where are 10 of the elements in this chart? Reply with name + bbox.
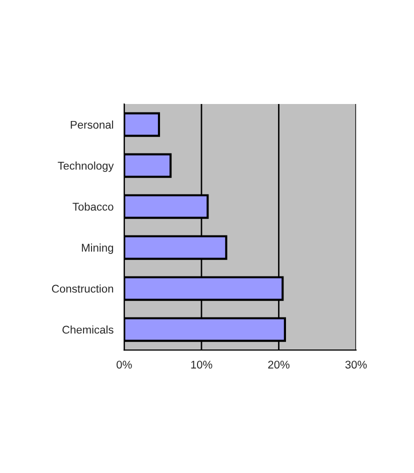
x-tick-label: 30% [345,360,367,369]
y-tick-label: Chemicals [62,325,114,334]
y-tick-label: Tobacco [72,202,114,211]
x-tick-label: 10% [191,360,212,369]
y-tick-label: Personal [70,120,114,129]
y-tick-label: Technology [58,162,114,172]
x-tick-label: 0% [116,360,132,369]
y-tick-label: Mining [82,244,114,254]
y-tick-label: Construction [52,284,114,293]
x-tick-label: 20% [268,360,290,369]
